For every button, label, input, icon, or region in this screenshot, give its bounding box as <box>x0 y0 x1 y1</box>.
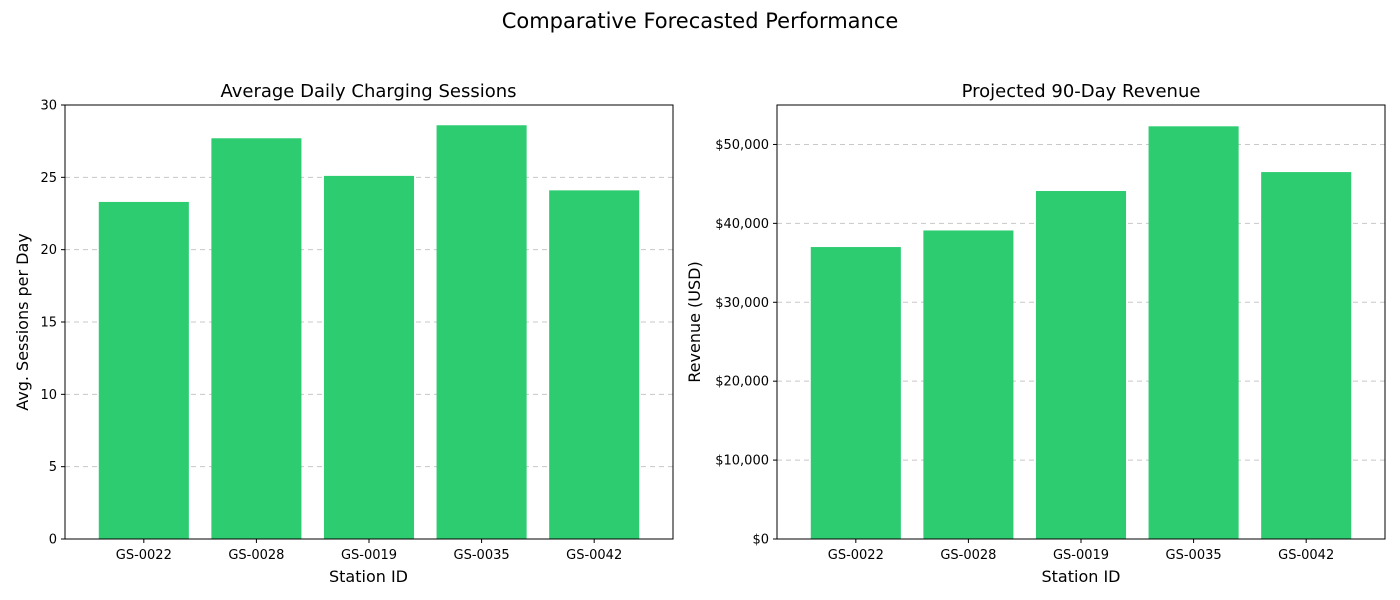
y-tick-label: $0 <box>752 533 769 548</box>
bar-gs-0022 <box>810 247 901 539</box>
x-tick-label: GS-0022 <box>828 548 884 563</box>
x-tick-label: GS-0042 <box>1278 548 1334 563</box>
y-tick-label: 20 <box>40 243 57 258</box>
x-tick-label: GS-0042 <box>566 548 622 563</box>
y-tick-label: 5 <box>49 460 57 475</box>
y-tick-label: 0 <box>49 533 57 548</box>
bar-gs-0019 <box>323 175 415 540</box>
y-tick-label: $10,000 <box>715 454 769 469</box>
y-tick-label: 10 <box>40 388 57 403</box>
chart-sessions: Average Daily Charging Sessions Station … <box>13 81 674 586</box>
bar-gs-0035 <box>436 125 527 540</box>
x-axis-label: Station ID <box>329 567 408 586</box>
bar-gs-0042 <box>549 190 640 539</box>
axes-frame <box>64 104 674 540</box>
chart-title: Projected 90-Day Revenue <box>962 81 1201 102</box>
bar-gs-0035 <box>1148 126 1239 540</box>
y-tick-label: 15 <box>40 316 57 331</box>
bar-gs-0042 <box>1261 172 1352 539</box>
x-tick-label: GS-0019 <box>1053 548 1109 563</box>
y-tick-label: 30 <box>40 99 57 114</box>
figure-title: Comparative Forecasted Performance <box>502 9 899 33</box>
bar-gs-0019 <box>1035 191 1127 539</box>
x-tick-label: GS-0035 <box>1166 548 1222 563</box>
bar-gs-0028 <box>923 230 1014 539</box>
x-tick-label: GS-0022 <box>116 548 172 563</box>
x-tick-label: GS-0028 <box>228 548 284 563</box>
y-tick-label: $20,000 <box>715 375 769 390</box>
y-tick-label: $40,000 <box>715 217 769 232</box>
axes-frame <box>776 104 1386 540</box>
bar-gs-0022 <box>98 201 189 539</box>
y-axis-label: Revenue (USD) <box>685 261 704 382</box>
x-tick-label: GS-0035 <box>454 548 510 563</box>
chart-title: Average Daily Charging Sessions <box>220 81 516 102</box>
y-tick-label: $30,000 <box>715 296 769 311</box>
x-tick-label: GS-0019 <box>341 548 397 563</box>
y-tick-label: 25 <box>40 171 57 186</box>
x-tick-label: GS-0028 <box>940 548 996 563</box>
chart-revenue: Projected 90-Day Revenue Station ID Reve… <box>685 81 1386 586</box>
bar-gs-0028 <box>211 138 302 540</box>
y-axis-label: Avg. Sessions per Day <box>13 233 32 411</box>
x-axis-label: Station ID <box>1041 567 1120 586</box>
y-tick-label: $50,000 <box>715 138 769 153</box>
